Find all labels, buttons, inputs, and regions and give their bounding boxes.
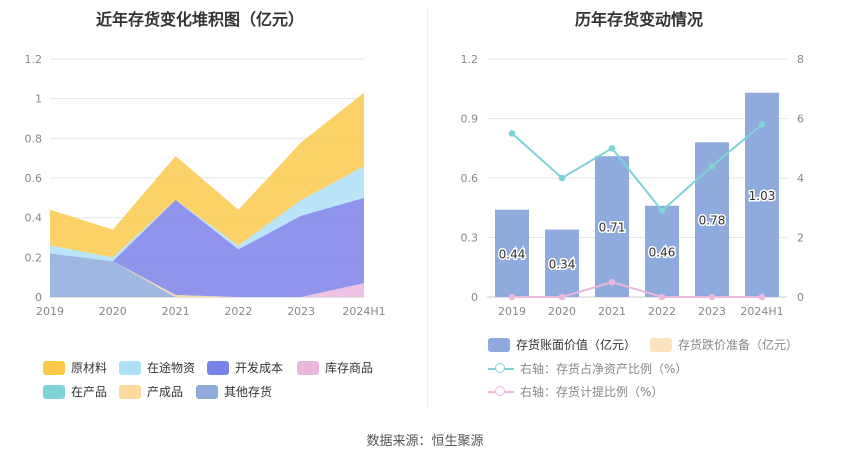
x-tick-label: 2019: [36, 305, 64, 318]
y2-tick-label: 4: [797, 172, 804, 185]
x-tick-label: 2023: [287, 305, 315, 318]
x-tick-label: 2022: [224, 305, 252, 318]
legend-item[interactable]: 库存商品: [297, 359, 373, 376]
legend-item[interactable]: 在途物资: [119, 359, 195, 376]
bar: [595, 156, 629, 297]
legend-swatch: [207, 360, 229, 375]
y-tick-label: 0: [35, 291, 42, 304]
line-point: [508, 293, 516, 301]
x-tick-label: 2022: [648, 305, 676, 318]
x-tick-label: 2021: [598, 305, 626, 318]
bar-value-label: 0.44: [499, 247, 526, 261]
legend-label: 在产品: [71, 385, 108, 399]
line-series: [511, 123, 763, 213]
bar: [545, 229, 579, 297]
legend-swatch: [43, 384, 65, 399]
legend-item[interactable]: 存货账面价值（亿元）: [488, 336, 636, 353]
y-tick-label: 0.6: [461, 172, 479, 185]
legend-label: 存货账面价值（亿元）: [516, 338, 637, 352]
x-tick-label: 2021: [162, 305, 190, 318]
bar: [645, 205, 679, 297]
legend-item[interactable]: 右轴：存货计提比例（%）: [488, 383, 663, 400]
y-tick-label: 1.2: [25, 53, 43, 66]
legend-swatch: [119, 360, 141, 375]
line-point: [608, 144, 616, 152]
x-tick-label: 2020: [99, 305, 127, 318]
legend-item[interactable]: 右轴：存货占净资产比例（%）: [488, 360, 687, 377]
legend-label: 右轴：存货计提比例（%）: [520, 385, 664, 399]
line-point: [758, 121, 766, 128]
y-tick-label: 1: [35, 93, 42, 106]
legend-swatch: [43, 360, 65, 375]
bar-value-label: 0.71: [599, 221, 626, 235]
legend-label: 库存商品: [325, 361, 374, 375]
legend-item[interactable]: 开发成本: [207, 359, 283, 376]
y-tick-label: 0.3: [461, 232, 479, 245]
y2-tick-label: 6: [797, 113, 804, 126]
legend-swatch: [650, 337, 672, 352]
line-point: [758, 293, 766, 301]
y2-tick-label: 2: [797, 232, 804, 245]
legend-label: 在途物资: [147, 361, 196, 375]
y-tick-label: 0.4: [25, 212, 43, 225]
legend-swatch: [488, 362, 514, 376]
area-原材料: [50, 92, 364, 258]
legend-item[interactable]: 存货跌价准备（亿元）: [650, 336, 798, 353]
legend-item[interactable]: 产成品: [119, 383, 183, 400]
stacked-area-chart: 0 0.2 0.4 0.6 0.8 1 1.2 2019 2020 2021 2022 2023 202…: [25, 53, 386, 318]
y-tick-label: 1.2: [461, 53, 479, 66]
x-tick-label: 2023: [698, 305, 726, 318]
line-point: [558, 174, 566, 182]
line-point: [558, 293, 566, 301]
y-tick-label: 0.8: [25, 132, 43, 145]
legend-label: 开发成本: [235, 361, 284, 375]
legend-item[interactable]: 原材料: [43, 359, 107, 376]
y-tick-label: 0.2: [25, 251, 43, 264]
area-在途物资: [50, 166, 364, 262]
legend-label: 右轴：存货占净资产比例（%）: [520, 362, 688, 376]
line-point: [658, 293, 666, 301]
y2-tick-label: 8: [797, 53, 804, 66]
legend-item[interactable]: 其他存货: [196, 383, 272, 400]
bar-value-label: 0.46: [649, 245, 676, 259]
line-point: [508, 130, 516, 137]
line-point: [658, 207, 666, 215]
y-tick-label: 0.9: [461, 113, 479, 126]
right-chart-title: 历年存货变动情况: [575, 10, 704, 29]
y-tick-label: 0.6: [25, 172, 43, 185]
legend-label: 产成品: [147, 385, 184, 399]
x-tick-label: 2019: [498, 305, 526, 318]
bar-line-chart: 0 0.3 0.6 0.9 1.2 0 2 4 6 8 2019 2020 2021 2022 2023 20…: [461, 53, 805, 318]
area-开发成本: [50, 197, 364, 297]
left-chart-title: 近年存货变化堆积图（亿元）: [96, 10, 305, 29]
bar-value-label: 1.03: [749, 189, 776, 203]
legend-swatch: [488, 337, 510, 352]
legend-swatch: [488, 385, 514, 399]
line-series: [512, 281, 762, 298]
legend-swatch: [196, 384, 218, 399]
area-库存商品: [50, 253, 364, 297]
legend-swatch: [297, 360, 319, 375]
area-其他存货: [50, 253, 364, 297]
line-point: [608, 278, 616, 286]
legend-label: 其他存货: [224, 385, 273, 399]
line-point: [708, 293, 716, 301]
data-source: 数据来源：恒生聚源: [366, 434, 484, 449]
y-tick-label: 0: [471, 291, 478, 304]
bar-value-label: 0.78: [699, 214, 726, 228]
x-tick-label: 2020: [548, 305, 576, 318]
legend-label: 原材料: [71, 361, 108, 375]
legend-label: 存货跌价准备（亿元）: [678, 338, 799, 352]
legend-swatch: [119, 384, 141, 399]
line-point: [708, 162, 716, 170]
x-tick-label: 2024H1: [740, 305, 783, 318]
y2-tick-label: 0: [797, 291, 804, 304]
x-tick-label: 2024H1: [342, 305, 385, 318]
panel-divider: [427, 8, 428, 408]
bar-value-label: 0.34: [549, 257, 576, 271]
bar: [495, 209, 529, 297]
legend-item[interactable]: 在产品: [43, 383, 107, 400]
